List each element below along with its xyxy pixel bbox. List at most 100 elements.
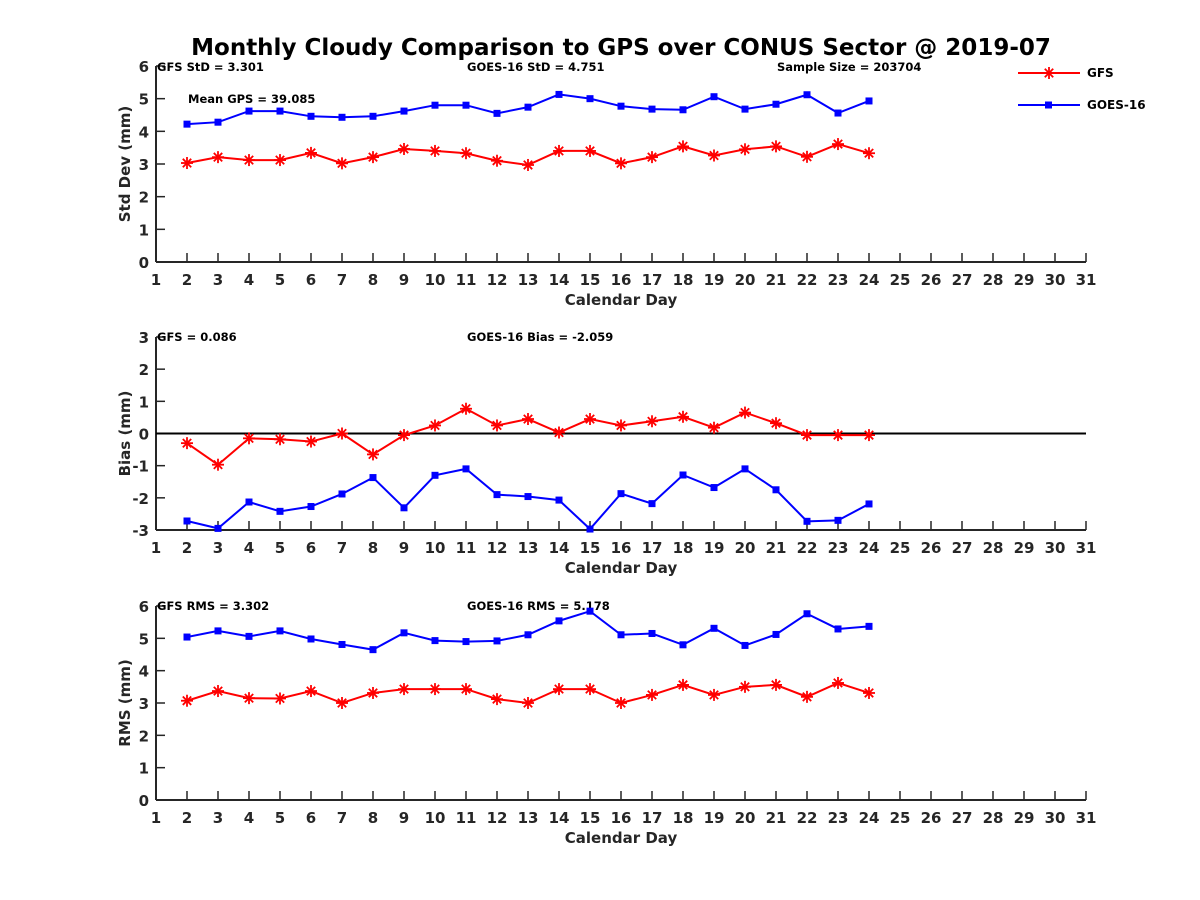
- y-tick-label: 1: [139, 760, 149, 778]
- x-tick-label: 7: [337, 539, 347, 557]
- x-tick-label: 1: [151, 809, 161, 827]
- x-tick-label: 13: [518, 539, 539, 557]
- gfs-point: [646, 415, 658, 428]
- gfs-point: [367, 151, 379, 164]
- goes-16-point: [524, 493, 532, 501]
- y-tick-label: 1: [139, 221, 149, 239]
- gfs-point: [646, 688, 658, 701]
- gfs-point: [336, 697, 348, 709]
- x-tick-label: 19: [704, 809, 725, 827]
- goes-16-point: [431, 637, 439, 645]
- x-tick-label: 5: [275, 809, 285, 827]
- goes-16-point: [214, 118, 222, 126]
- x-tick-label: 4: [244, 539, 254, 557]
- gfs-point: [367, 686, 379, 699]
- x-tick-label: 29: [1014, 539, 1035, 557]
- x-tick-label: 26: [921, 539, 942, 557]
- x-tick-label: 14: [549, 539, 570, 557]
- y-tick-label: 2: [139, 727, 149, 745]
- x-tick-label: 24: [859, 539, 880, 557]
- gfs-point: [677, 678, 689, 691]
- gfs-point: [336, 427, 348, 440]
- x-tick-label: 17: [642, 539, 663, 557]
- x-tick-label: 13: [518, 809, 539, 827]
- x-tick-label: 15: [580, 539, 601, 557]
- annotation: GFS = 0.086: [157, 330, 237, 344]
- annotation: Sample Size = 203704: [777, 60, 921, 74]
- goes-16-point: [369, 474, 377, 482]
- x-tick-label: 11: [456, 271, 477, 289]
- goes-16-point: [183, 633, 191, 641]
- goes-16-point: [679, 106, 687, 114]
- goes-16-point: [803, 610, 811, 618]
- legend-gfs-label: GFS: [1087, 66, 1114, 80]
- x-tick-label: 15: [580, 271, 601, 289]
- gfs-point: [305, 685, 317, 698]
- goes-16-point: [276, 107, 284, 115]
- goes-16-point: [679, 641, 687, 649]
- y-tick-label: 0: [139, 792, 149, 810]
- goes-16-point: [834, 516, 842, 524]
- gfs-point: [367, 448, 379, 461]
- gfs-point: [708, 688, 720, 701]
- x-tick-label: 27: [952, 809, 973, 827]
- legend-goes-marker: [1045, 101, 1052, 109]
- goes-16-point: [834, 625, 842, 633]
- goes-16-point: [369, 112, 377, 120]
- y-axis-label: RMS (mm): [116, 659, 134, 746]
- x-tick-label: 28: [983, 809, 1004, 827]
- x-tick-label: 1: [151, 271, 161, 289]
- goes-16-point: [803, 91, 811, 99]
- x-tick-label: 22: [797, 271, 818, 289]
- gfs-point: [770, 678, 782, 691]
- legend-gfs-asterisk: [1043, 67, 1055, 79]
- goes-16-point: [555, 617, 563, 625]
- y-tick-label: 5: [139, 91, 149, 109]
- goes-16-point: [617, 102, 625, 110]
- gfs-point: [243, 154, 255, 167]
- goes-16-point: [803, 517, 811, 525]
- y-tick-label: 3: [139, 156, 149, 174]
- gfs-point: [584, 413, 596, 426]
- gfs-point: [553, 426, 565, 439]
- goes-16-point: [772, 630, 780, 638]
- y-tick-label: 6: [139, 598, 149, 616]
- goes-16-point: [462, 465, 470, 473]
- y-tick-label: 2: [139, 189, 149, 207]
- x-tick-label: 16: [611, 539, 632, 557]
- legend-goes-label: GOES-16: [1087, 98, 1146, 112]
- annotation: GFS StD = 3.301: [157, 60, 264, 74]
- y-tick-label: -1: [132, 458, 149, 476]
- goes-16-line: [186, 610, 870, 651]
- gfs-point: [553, 683, 565, 696]
- legend-gfs-marker: [1043, 67, 1055, 79]
- goes-16-point: [431, 471, 439, 479]
- x-tick-label: 21: [766, 271, 787, 289]
- x-tick-label: 21: [766, 809, 787, 827]
- x-tick-label: 26: [921, 271, 942, 289]
- goes-16-point: [307, 635, 315, 643]
- goes-16-point: [772, 486, 780, 494]
- gfs-point: [181, 437, 193, 450]
- y-tick-label: 3: [139, 695, 149, 713]
- x-tick-label: 19: [704, 539, 725, 557]
- x-tick-label: 23: [828, 809, 849, 827]
- goes-16-point: [710, 484, 718, 492]
- x-tick-label: 29: [1014, 809, 1035, 827]
- y-tick-label: 0: [139, 426, 149, 444]
- x-axis-label: Calendar Day: [565, 829, 678, 847]
- x-tick-label: 3: [213, 539, 223, 557]
- goes-16-point: [276, 627, 284, 635]
- legend: GFS GOES-16: [1018, 66, 1146, 112]
- gfs-point: [584, 144, 596, 157]
- gfs-point: [801, 150, 813, 163]
- x-tick-label: 12: [487, 271, 508, 289]
- goes-16-point: [183, 517, 191, 525]
- gfs-point: [615, 157, 627, 170]
- gfs-point: [739, 680, 751, 693]
- x-tick-label: 10: [425, 539, 446, 557]
- gfs-point: [398, 683, 410, 696]
- x-tick-label: 31: [1076, 271, 1097, 289]
- y-tick-label: 4: [139, 663, 149, 681]
